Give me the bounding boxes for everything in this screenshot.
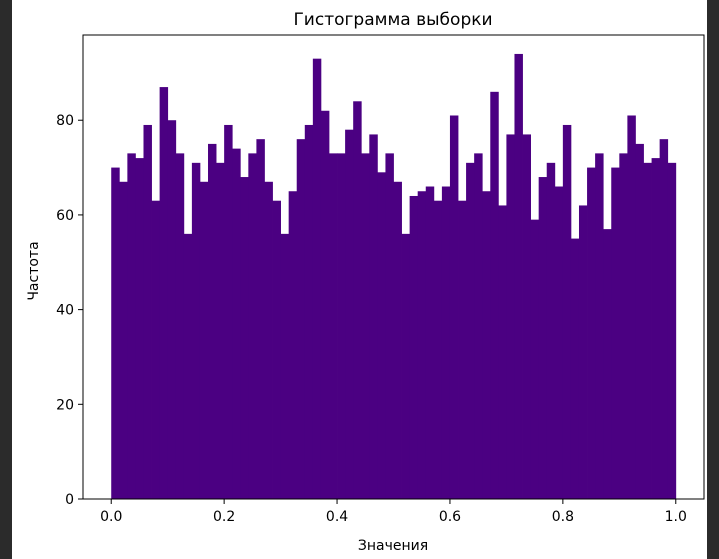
histogram-bar xyxy=(441,186,451,499)
histogram-bar xyxy=(409,195,419,500)
x-tick-label: 0.8 xyxy=(552,509,574,525)
histogram-bar xyxy=(353,101,362,499)
histogram-bar xyxy=(570,238,580,499)
histogram-bar xyxy=(651,158,661,499)
histogram-bar xyxy=(449,115,459,500)
histogram-bar xyxy=(135,158,144,499)
histogram-bar xyxy=(280,233,290,500)
histogram-bar xyxy=(377,172,386,499)
histogram-bar xyxy=(159,87,169,499)
histogram-bar xyxy=(466,162,475,499)
y-axis-label: Частота xyxy=(26,241,42,300)
histogram-bar xyxy=(264,181,273,499)
histogram-bar xyxy=(522,134,531,499)
bars-group xyxy=(111,53,677,500)
histogram-bar xyxy=(619,153,628,499)
histogram-bar xyxy=(595,153,604,499)
y-tick-label: 60 xyxy=(56,208,74,224)
histogram-bar xyxy=(514,53,523,499)
histogram-bar xyxy=(151,200,161,499)
x-tick-label: 0.6 xyxy=(439,509,461,525)
histogram-bar xyxy=(482,191,491,500)
figure: Гистограмма выборки 0.0 0.2 0.4 0.6 0.8 1.0 0… xyxy=(12,0,707,559)
histogram-bar xyxy=(361,153,370,499)
histogram-bar xyxy=(127,153,136,499)
histogram-bar xyxy=(337,153,346,499)
histogram-bar xyxy=(498,205,507,499)
y-tick-label: 40 xyxy=(56,303,74,319)
histogram-bar xyxy=(667,162,677,499)
histogram-bar xyxy=(643,162,652,499)
histogram-bar xyxy=(111,167,120,499)
histogram-bar xyxy=(433,200,443,499)
histogram-bar xyxy=(224,124,233,500)
histogram-bar xyxy=(417,191,427,500)
x-tick-label: 0.0 xyxy=(100,509,122,525)
histogram-bar xyxy=(659,139,669,499)
histogram-bar xyxy=(216,162,225,499)
histogram-bar xyxy=(587,167,596,499)
histogram-bar xyxy=(240,177,249,500)
histogram-bar xyxy=(546,162,556,499)
histogram-bar xyxy=(554,186,564,499)
histogram-bar xyxy=(296,139,306,499)
histogram-bar xyxy=(627,115,636,500)
x-axis-ticks: 0.0 0.2 0.4 0.6 0.8 1.0 xyxy=(100,499,687,525)
histogram-bar xyxy=(369,134,378,499)
histogram-bar xyxy=(191,162,201,499)
y-axis-ticks: 0 20 40 60 80 xyxy=(56,113,83,508)
histogram-bar xyxy=(393,181,402,499)
y-tick-label: 80 xyxy=(56,113,74,129)
x-tick-label: 1.0 xyxy=(665,509,687,525)
histogram-bar xyxy=(635,143,644,499)
histogram-bar xyxy=(385,153,394,499)
histogram-bar xyxy=(143,124,152,500)
histogram-bar xyxy=(175,153,185,499)
histogram-bar xyxy=(183,233,193,500)
histogram-bar xyxy=(167,120,177,499)
x-tick-label: 0.4 xyxy=(326,509,348,525)
histogram-bar xyxy=(562,124,572,500)
histogram-bar xyxy=(256,139,265,499)
histogram-bar xyxy=(538,177,548,500)
chart-title: Гистограмма выборки xyxy=(293,10,492,30)
histogram-bar xyxy=(208,143,217,499)
histogram-bar xyxy=(199,181,209,499)
histogram-bar xyxy=(458,200,467,499)
histogram-bar xyxy=(401,233,411,500)
histogram-bar xyxy=(248,153,257,499)
histogram-bar xyxy=(312,58,322,500)
histogram-bar xyxy=(272,200,281,499)
histogram-bar xyxy=(425,186,435,499)
histogram-bar xyxy=(328,153,338,499)
plot-area-frame xyxy=(82,34,705,500)
histogram-bar xyxy=(578,205,588,499)
histogram-bar xyxy=(345,129,354,499)
histogram-bar xyxy=(490,91,499,499)
histogram-bar xyxy=(530,219,540,499)
histogram-bar xyxy=(304,124,314,500)
y-tick-label: 20 xyxy=(56,397,74,413)
histogram-chart: Гистограмма выборки 0.0 0.2 0.4 0.6 0.8 1.0 0… xyxy=(26,10,705,554)
histogram-bar xyxy=(232,148,241,499)
x-tick-label: 0.2 xyxy=(213,509,235,525)
histogram-bar xyxy=(611,167,620,499)
x-axis-label: Значения xyxy=(358,538,428,554)
histogram-bar xyxy=(474,153,483,499)
histogram-bar xyxy=(603,229,612,499)
histogram-bar xyxy=(506,134,515,499)
histogram-bar xyxy=(119,181,128,499)
y-tick-label: 0 xyxy=(65,492,74,508)
histogram-bar xyxy=(320,110,330,499)
histogram-bar xyxy=(288,191,298,500)
